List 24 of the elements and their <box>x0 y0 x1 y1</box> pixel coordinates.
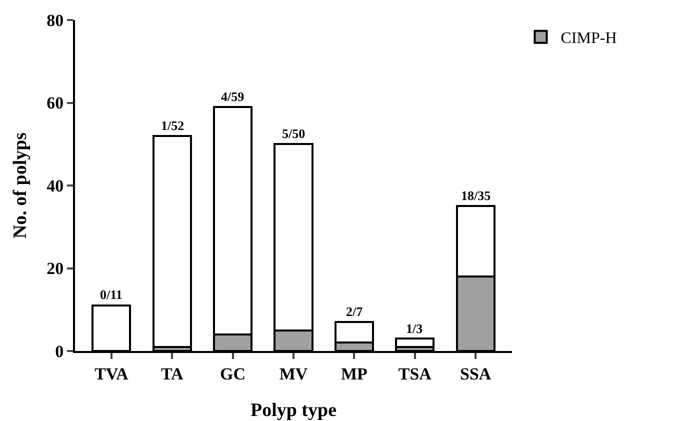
bar <box>152 134 192 348</box>
x-tick-label: SSA <box>460 364 492 384</box>
y-tick-label: 80 <box>46 10 64 30</box>
x-tick-label: TSA <box>398 364 432 384</box>
y-axis-title: No. of polyps <box>10 132 31 239</box>
x-tick-label: TA <box>160 364 184 384</box>
x-tick-label: GC <box>220 364 246 384</box>
legend-label: CIMP-H <box>560 30 618 48</box>
y-tick-label: 40 <box>46 176 64 196</box>
y-tick-label: 0 <box>55 342 64 361</box>
annotation: 0/11 <box>100 287 122 302</box>
x-axis-title: Polyp type <box>250 400 337 421</box>
x-tick-label: MP <box>340 364 368 384</box>
annotation: 1/52 <box>161 118 184 133</box>
annotation: 5/50 <box>282 126 306 141</box>
annotation: 4/59 <box>221 89 245 104</box>
y-tick-label: 60 <box>46 94 64 113</box>
x-tick-label: TVA <box>94 364 129 384</box>
bar <box>395 338 435 348</box>
x-tick-label: MV <box>279 364 308 384</box>
annotation: 18/35 <box>461 188 492 203</box>
annotation: 2/7 <box>346 304 364 319</box>
annotation: 1/3 <box>406 321 424 336</box>
y-tick-label: 20 <box>46 259 64 278</box>
